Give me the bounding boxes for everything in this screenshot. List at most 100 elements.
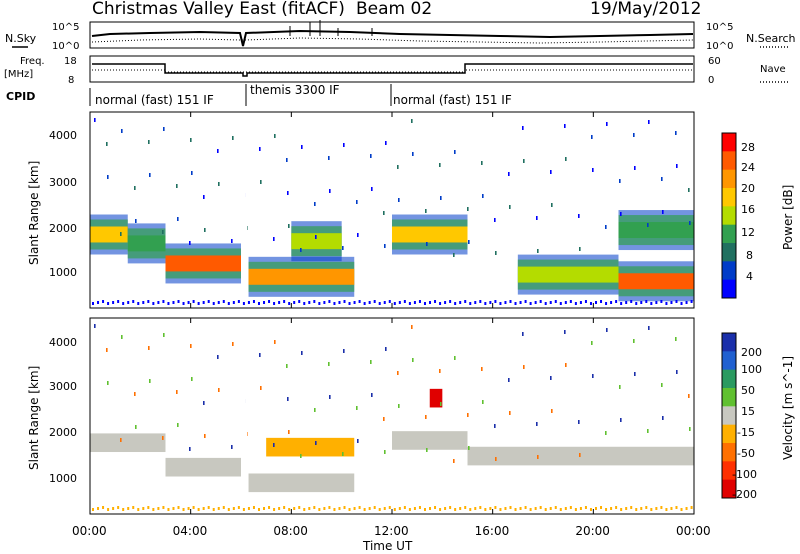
sparse-echo [274,340,276,344]
speckle-mark [187,507,190,510]
speckle-mark [212,302,215,305]
x-tick-label: 16:00 [475,524,510,538]
sparse-echo [412,358,414,362]
sparse-echo [425,415,427,419]
sparse-echo [314,202,316,206]
speckle-mark [102,506,105,509]
colorbar-frame [721,132,737,299]
speckle-mark [333,508,336,511]
x-axis-ticks: 00:00 04:00 08:00 12:00 16:00 20:00 00:00 [72,112,711,538]
sparse-echo [217,355,219,359]
speckle-mark [117,506,120,509]
sparse-echo [163,333,165,337]
plot-date: 19/May/2012 [590,0,702,19]
echo-band [467,446,694,466]
velocity-cbar-label: Velocity [m s^-1] [781,356,795,460]
sparse-echo [329,395,331,399]
speckle-mark [564,301,567,304]
sparse-echo [482,194,484,198]
speckle-mark [605,302,608,305]
echo-band [291,233,342,250]
speckle-mark [393,302,396,305]
speckle-mark [539,506,542,509]
sparse-echo [564,330,566,334]
speckle-mark [670,507,673,510]
power-cbar-tick: 8 [746,249,753,262]
power-ytick: 2000 [49,222,77,235]
sparse-echo [315,441,317,445]
speckle-mark [620,302,623,305]
sparse-echo [288,224,290,228]
speckle-mark [252,506,255,509]
speckle-mark [298,300,301,303]
speckle-mark [559,508,562,511]
sparse-echo [163,127,165,131]
sparse-echo [550,376,552,380]
speckle-mark [680,508,683,511]
colorbar-segment [722,388,736,407]
sparse-echo [689,221,691,225]
sparse-echo [550,170,552,174]
sparse-echo [107,381,109,385]
sparse-echo [273,443,275,447]
velocity-yticks: 4000 3000 2000 1000 [49,336,77,485]
sparse-echo [135,219,137,223]
sparse-echo [203,195,205,199]
sparse-echo [328,362,330,366]
sparse-echo [481,367,483,371]
speckle-mark [434,300,437,303]
speckle-mark [569,300,572,303]
velocity-echo-bands [90,318,694,514]
speckle-mark [348,302,351,305]
speckle-mark [459,507,462,510]
speckle-mark [122,508,125,511]
sparse-echo [439,163,441,167]
speckle-mark [147,300,150,303]
speckle-mark [308,301,311,304]
sparse-echo [189,447,191,451]
speckle-mark [227,302,230,305]
sparse-echo [426,242,428,246]
speckle-mark [564,507,567,510]
speckle-mark [318,508,321,511]
sparse-echo [260,386,262,390]
power-cbar-tick: 4 [746,270,753,283]
sparse-echo [661,177,663,181]
speckle-mark [388,300,391,303]
speckle-mark [640,507,643,510]
speckle-mark [142,301,145,304]
sparse-echo [260,180,262,184]
sparse-echo [411,119,413,123]
speckle-mark [157,301,160,304]
speckle-mark [338,301,341,304]
sparse-echo [425,209,427,213]
speckle-mark [323,507,326,510]
speckle-mark [474,507,477,510]
speckle-mark [615,506,618,509]
speckle-mark [242,508,245,511]
speckle-mark [429,507,432,510]
cpid-label: CPID [6,90,35,103]
speckle-mark [232,507,235,510]
sparse-echo [605,225,607,229]
x-tick-label: 00:00 [72,524,107,538]
speckle-mark [237,300,240,303]
sparse-echo [620,418,622,422]
noise-sky-line [91,29,694,47]
speckle-mark [434,506,437,509]
power-cbar-tick: 20 [741,182,755,195]
speckle-mark [630,300,633,303]
speckle-mark [197,302,200,305]
speckle-mark [499,508,502,511]
speckle-mark [635,508,638,511]
speckle-mark [509,506,512,509]
sparse-echo [343,143,345,147]
speckle-mark [600,300,603,303]
power-echo-bands [90,112,694,308]
speckle-mark [122,302,125,305]
sparse-echo [384,450,386,454]
speckle-mark [283,300,286,303]
sparse-echo [661,383,663,387]
sparse-echo [591,341,593,345]
colorbar-segment [722,206,736,226]
